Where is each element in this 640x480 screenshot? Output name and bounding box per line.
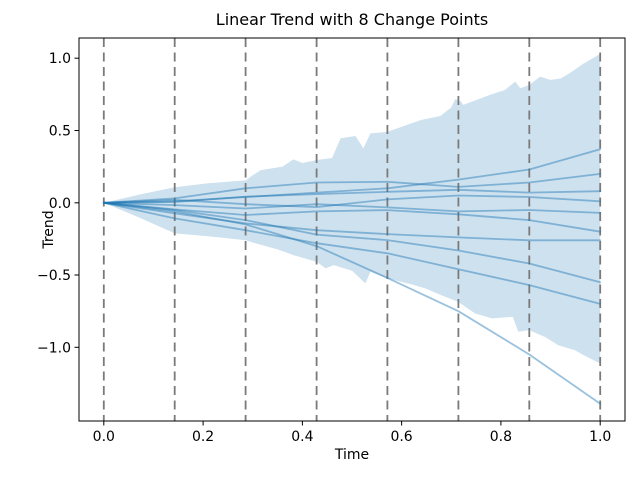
trend-sample-5 [102, 201, 602, 214]
trend-sample-2 [102, 172, 602, 204]
x-tick-label: 0.2 [192, 429, 214, 445]
y-tick-label: 0.0 [49, 196, 71, 212]
x-tick-label: 1.0 [589, 429, 611, 445]
trend-sample-4 [102, 194, 602, 209]
trend-sample-9 [102, 201, 602, 305]
x-tick-label: 0.4 [291, 429, 313, 445]
trend-sample-10 [102, 201, 602, 405]
chart-title: Linear Trend with 8 Change Points [216, 10, 488, 29]
trend-sample-3 [102, 188, 602, 204]
trend-sample-8 [102, 201, 602, 284]
axis-ticks-layer: 0.0 0.2 0.4 0.6 0.8 1.0 1.0 0.5 0.0 −0.5 −1.0 [37, 51, 611, 445]
x-tick-label: 0.0 [93, 429, 115, 445]
plot-border [78, 37, 626, 422]
uncertainty-band [103, 53, 601, 364]
y-axis-label: Trend [41, 210, 57, 249]
x-tick-label: 0.6 [390, 429, 412, 445]
trend-sample-6 [102, 201, 602, 233]
change-point-lines-layer [102, 38, 602, 421]
trend-sample-1 [102, 148, 602, 204]
x-axis-label: Time [334, 447, 369, 463]
x-tick-label: 0.8 [490, 429, 512, 445]
trend-sample-7 [102, 201, 602, 242]
uncertainty-band-layer [103, 53, 601, 364]
y-tick-label: −1.0 [37, 340, 71, 356]
y-tick-label: 1.0 [49, 51, 71, 67]
y-tick-label: −0.5 [37, 268, 71, 284]
trend-samples-layer [102, 148, 602, 405]
y-tick-label: 0.5 [49, 124, 71, 140]
